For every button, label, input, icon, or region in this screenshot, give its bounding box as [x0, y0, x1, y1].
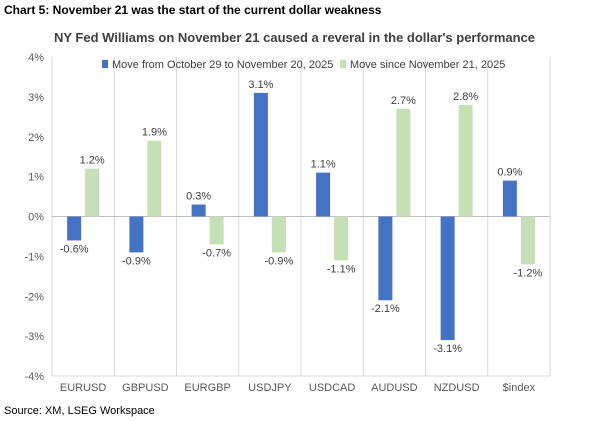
y-tick-label: 3%: [28, 92, 44, 104]
legend-swatch: [340, 60, 346, 68]
data-label: -2.1%: [371, 303, 400, 315]
bar: [396, 108, 411, 217]
legend-entry: Move since November 21, 2025: [350, 59, 505, 71]
x-tick-label: $index: [503, 382, 536, 394]
bar: [271, 216, 286, 253]
y-tick-label: 2%: [28, 132, 44, 144]
data-label: -0.6%: [60, 243, 89, 255]
y-tick-label: -4%: [24, 371, 44, 383]
bar: [502, 180, 517, 217]
legend: Move from October 29 to November 20, 202…: [102, 59, 505, 71]
data-labels: -0.6% -0.9% 0.3% 3.1% 1.1% -2.1% -3.1% 0.9% 1.2%…: [60, 79, 543, 355]
x-tick-label: EURGBP: [184, 382, 230, 394]
x-tick-label: GBPUSD: [122, 382, 169, 394]
bar: [67, 216, 82, 241]
data-label: -0.9%: [122, 255, 151, 267]
legend-entry: Move from October 29 to November 20, 202…: [112, 59, 333, 71]
bar: [316, 172, 331, 217]
y-tick-label: -3%: [24, 331, 44, 343]
data-label: 2.7%: [391, 95, 416, 107]
bar: [191, 204, 206, 217]
bar: [440, 216, 455, 341]
bar: [458, 104, 473, 217]
data-label: -0.7%: [202, 247, 231, 259]
source-note: Source: XM, LSEG Workspace: [4, 405, 155, 417]
y-tick-label: -2%: [24, 291, 44, 303]
chart-header: Chart 5: November 21 was the start of th…: [4, 3, 382, 17]
data-label: -0.9%: [265, 255, 294, 267]
chart-title: NY Fed Williams on November 21 caused a …: [53, 30, 536, 45]
data-label: 0.3%: [186, 191, 211, 203]
bar: [85, 168, 100, 217]
x-tick-label: EURUSD: [60, 382, 107, 394]
bar: [253, 92, 268, 217]
data-label: 2.8%: [453, 91, 478, 103]
bar: [334, 216, 349, 261]
y-tick-label: -1%: [24, 251, 44, 263]
bar: [209, 216, 224, 245]
y-tick-label: 4%: [28, 52, 44, 64]
data-label: -1.1%: [327, 263, 356, 275]
data-label: 1.9%: [142, 127, 167, 139]
y-tick-label: 1%: [28, 172, 44, 184]
x-tick-label: USDJPY: [248, 382, 292, 394]
bar: [129, 216, 144, 253]
x-tick-label: USDCAD: [309, 382, 356, 394]
x-tick-label: NZDUSD: [434, 382, 480, 394]
data-label: -1.2%: [514, 267, 543, 279]
bar: [378, 216, 393, 301]
data-label: 0.9%: [497, 167, 522, 179]
data-label: 1.2%: [80, 155, 105, 167]
bars: [67, 92, 535, 341]
data-label: 1.1%: [311, 159, 336, 171]
data-label: 3.1%: [248, 79, 273, 91]
x-tick-label: AUDUSD: [371, 382, 418, 394]
legend-swatch: [102, 60, 108, 68]
bar: [520, 216, 535, 265]
axes: 4% 3% 2% 1% 0% -1% -2% -3% -4% EURUSD GBPUSD EURGBP…: [24, 52, 550, 394]
y-tick-label: 0%: [28, 212, 44, 224]
bar: [147, 140, 162, 217]
data-label: -3.1%: [433, 343, 462, 355]
